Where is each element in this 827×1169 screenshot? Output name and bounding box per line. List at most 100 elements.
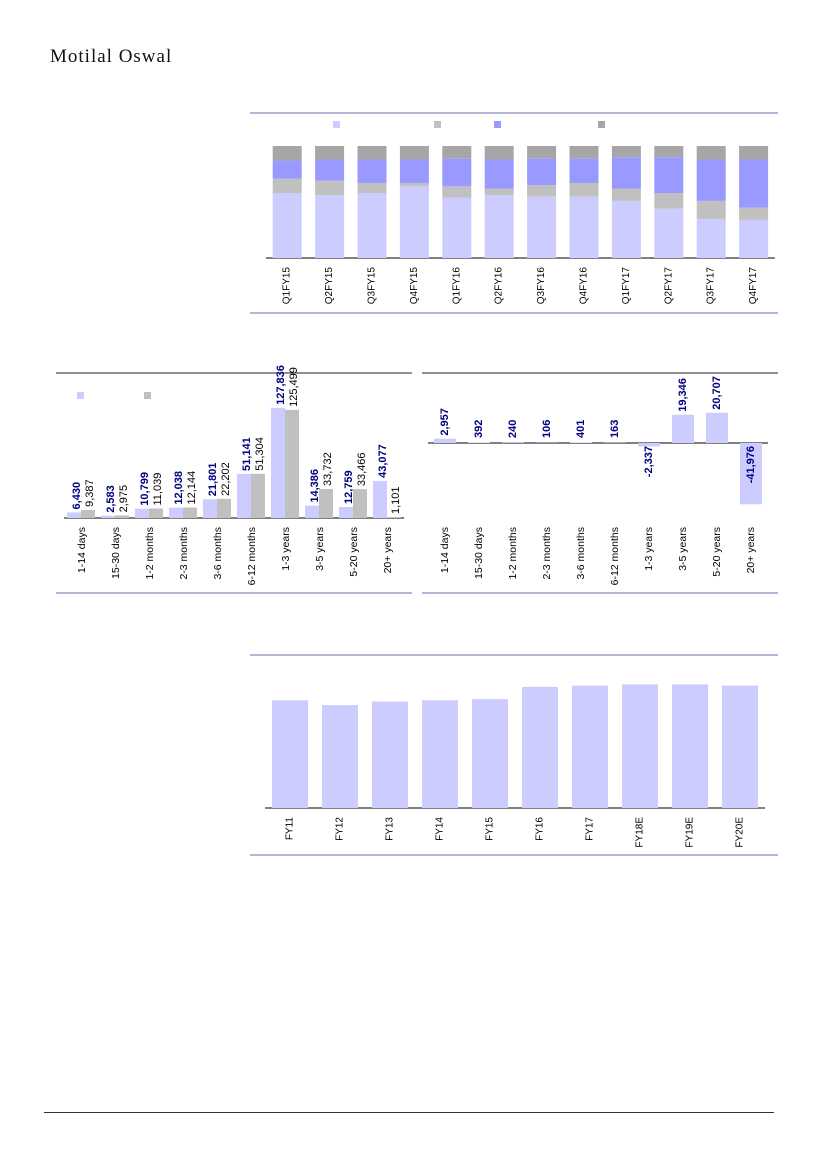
x-tick-label: Q1FY15 bbox=[282, 267, 293, 305]
data-label: 12,759 bbox=[343, 470, 355, 504]
legend-swatch bbox=[77, 392, 84, 399]
x-tick-label: 15-30 days bbox=[473, 527, 485, 579]
x-tick-label: 1-14 days bbox=[439, 527, 451, 573]
x-tick-label: 3-6 months bbox=[212, 527, 224, 580]
x-tick-label: Q4FY15 bbox=[409, 267, 420, 305]
data-label: 33,466 bbox=[356, 453, 368, 487]
data-label: 51,141 bbox=[241, 437, 253, 471]
chart-maturity-change: 2,957 1-14 days 392 15-30 days 240 1-2 months… bbox=[422, 370, 778, 596]
bar-segment bbox=[739, 159, 769, 208]
bar-segment bbox=[442, 186, 472, 198]
bar bbox=[149, 508, 163, 518]
bar bbox=[672, 414, 694, 443]
bar bbox=[271, 407, 285, 518]
legend-swatch bbox=[494, 121, 501, 128]
x-tick-label: Q3FY17 bbox=[706, 267, 717, 305]
x-tick-label: 20+ years bbox=[382, 527, 394, 573]
bar-segment bbox=[569, 146, 599, 159]
bar-segment bbox=[315, 159, 345, 181]
x-tick-label: 6-12 months bbox=[609, 527, 621, 585]
bar-segment bbox=[527, 158, 557, 186]
x-tick-label: 3-5 years bbox=[314, 527, 326, 571]
data-label: 51,304 bbox=[254, 437, 266, 471]
bar bbox=[135, 508, 149, 518]
data-label: 10,799 bbox=[139, 472, 151, 506]
x-tick-label: 6-12 months bbox=[246, 527, 258, 585]
bar-segment bbox=[399, 182, 429, 187]
data-label: 163 bbox=[609, 420, 621, 438]
bar bbox=[101, 515, 115, 518]
bar bbox=[672, 684, 708, 808]
x-tick-label: 2-3 months bbox=[541, 527, 553, 580]
bar-segment bbox=[315, 195, 345, 258]
x-tick-label: 15-30 days bbox=[110, 527, 122, 579]
bar-segment bbox=[357, 193, 387, 258]
x-tick-label: FY11 bbox=[285, 817, 296, 841]
bar-segment bbox=[611, 146, 641, 158]
bar bbox=[387, 517, 401, 518]
x-tick-label: 5-20 years bbox=[348, 527, 360, 577]
data-label: 12,144 bbox=[186, 471, 198, 505]
bar bbox=[322, 705, 358, 808]
bar-segment bbox=[739, 219, 769, 258]
bar-segment bbox=[399, 159, 429, 183]
x-tick-label: Q3FY16 bbox=[536, 267, 547, 305]
bar bbox=[81, 509, 95, 518]
bar-segment bbox=[739, 207, 769, 220]
bar bbox=[67, 512, 81, 518]
grouped-bar-chart: 6,430 9,387 1-14 days 2,583 2,975 15-30 days 1… bbox=[56, 365, 412, 594]
x-tick-label: 1-2 months bbox=[507, 527, 519, 580]
bar-segment bbox=[484, 188, 514, 196]
x-tick-label: 1-2 months bbox=[144, 527, 156, 580]
data-label: -2,337 bbox=[643, 446, 655, 477]
data-label: 127,836 bbox=[275, 365, 287, 405]
bar-segment bbox=[484, 195, 514, 258]
legend-swatch bbox=[434, 121, 441, 128]
bar bbox=[373, 480, 387, 518]
bar-segment bbox=[569, 196, 599, 258]
bar bbox=[251, 473, 265, 518]
bar-segment bbox=[357, 146, 387, 160]
chart-annual-trend: FY11 FY12 FY13 FY14 FY15 FY16 FY17 FY18E FY19E FY… bbox=[250, 652, 778, 858]
x-tick-label: FY17 bbox=[585, 817, 596, 841]
data-label: 21,801 bbox=[207, 463, 219, 497]
bar bbox=[115, 515, 129, 518]
change-bar-chart: 2,957 1-14 days 392 15-30 days 240 1-2 months… bbox=[422, 372, 778, 594]
x-tick-label: FY13 bbox=[385, 817, 396, 841]
bar bbox=[622, 684, 658, 808]
data-label: 12,038 bbox=[173, 471, 185, 505]
data-label: 22,202 bbox=[220, 462, 232, 496]
bar bbox=[372, 701, 408, 808]
bar-segment bbox=[272, 146, 302, 161]
bar-segment bbox=[315, 146, 345, 160]
chart-maturity-comparison: 6,430 9,387 1-14 days 2,583 2,975 15-30 days 1… bbox=[56, 365, 412, 596]
data-label: -41,976 bbox=[745, 446, 757, 483]
x-tick-label: Q1FY16 bbox=[451, 267, 462, 305]
x-tick-label: FY19E bbox=[685, 817, 696, 848]
bar-segment bbox=[696, 200, 726, 219]
data-label: 401 bbox=[575, 420, 587, 438]
bar-segment bbox=[569, 182, 599, 197]
bar-segment bbox=[442, 146, 472, 159]
x-tick-label: 1-3 years bbox=[643, 527, 655, 571]
bar-segment bbox=[272, 193, 302, 258]
bar bbox=[203, 499, 217, 518]
data-label: 125,499 bbox=[288, 367, 300, 407]
x-tick-label: Q3FY15 bbox=[367, 267, 378, 305]
bar bbox=[285, 409, 299, 518]
bar-segment bbox=[399, 146, 429, 160]
x-tick-label: FY16 bbox=[535, 817, 546, 841]
data-label: 33,732 bbox=[322, 452, 334, 486]
stacked-bar-chart: Q1FY15 Q2FY15 Q3FY15 Q4FY15 Q1FY16 Q2FY16 Q3FY… bbox=[250, 112, 778, 314]
bar-segment bbox=[357, 159, 387, 183]
bar-segment bbox=[442, 158, 472, 187]
bar bbox=[339, 507, 353, 518]
bar bbox=[572, 685, 608, 808]
data-label: 392 bbox=[473, 420, 485, 438]
data-label: 1,101 bbox=[390, 487, 402, 515]
footer-rule bbox=[44, 1112, 774, 1113]
bar-segment bbox=[442, 197, 472, 258]
legend-swatch bbox=[144, 392, 151, 399]
legend-swatch bbox=[333, 121, 340, 128]
bar-segment bbox=[484, 159, 514, 189]
